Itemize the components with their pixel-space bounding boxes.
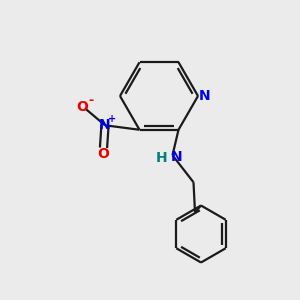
Text: N: N (171, 150, 183, 164)
Text: +: + (107, 114, 116, 124)
Text: H: H (155, 151, 167, 165)
Text: N: N (199, 89, 210, 103)
Text: -: - (88, 94, 94, 107)
Text: O: O (98, 147, 110, 161)
Text: O: O (76, 100, 88, 114)
Text: N: N (99, 118, 110, 132)
